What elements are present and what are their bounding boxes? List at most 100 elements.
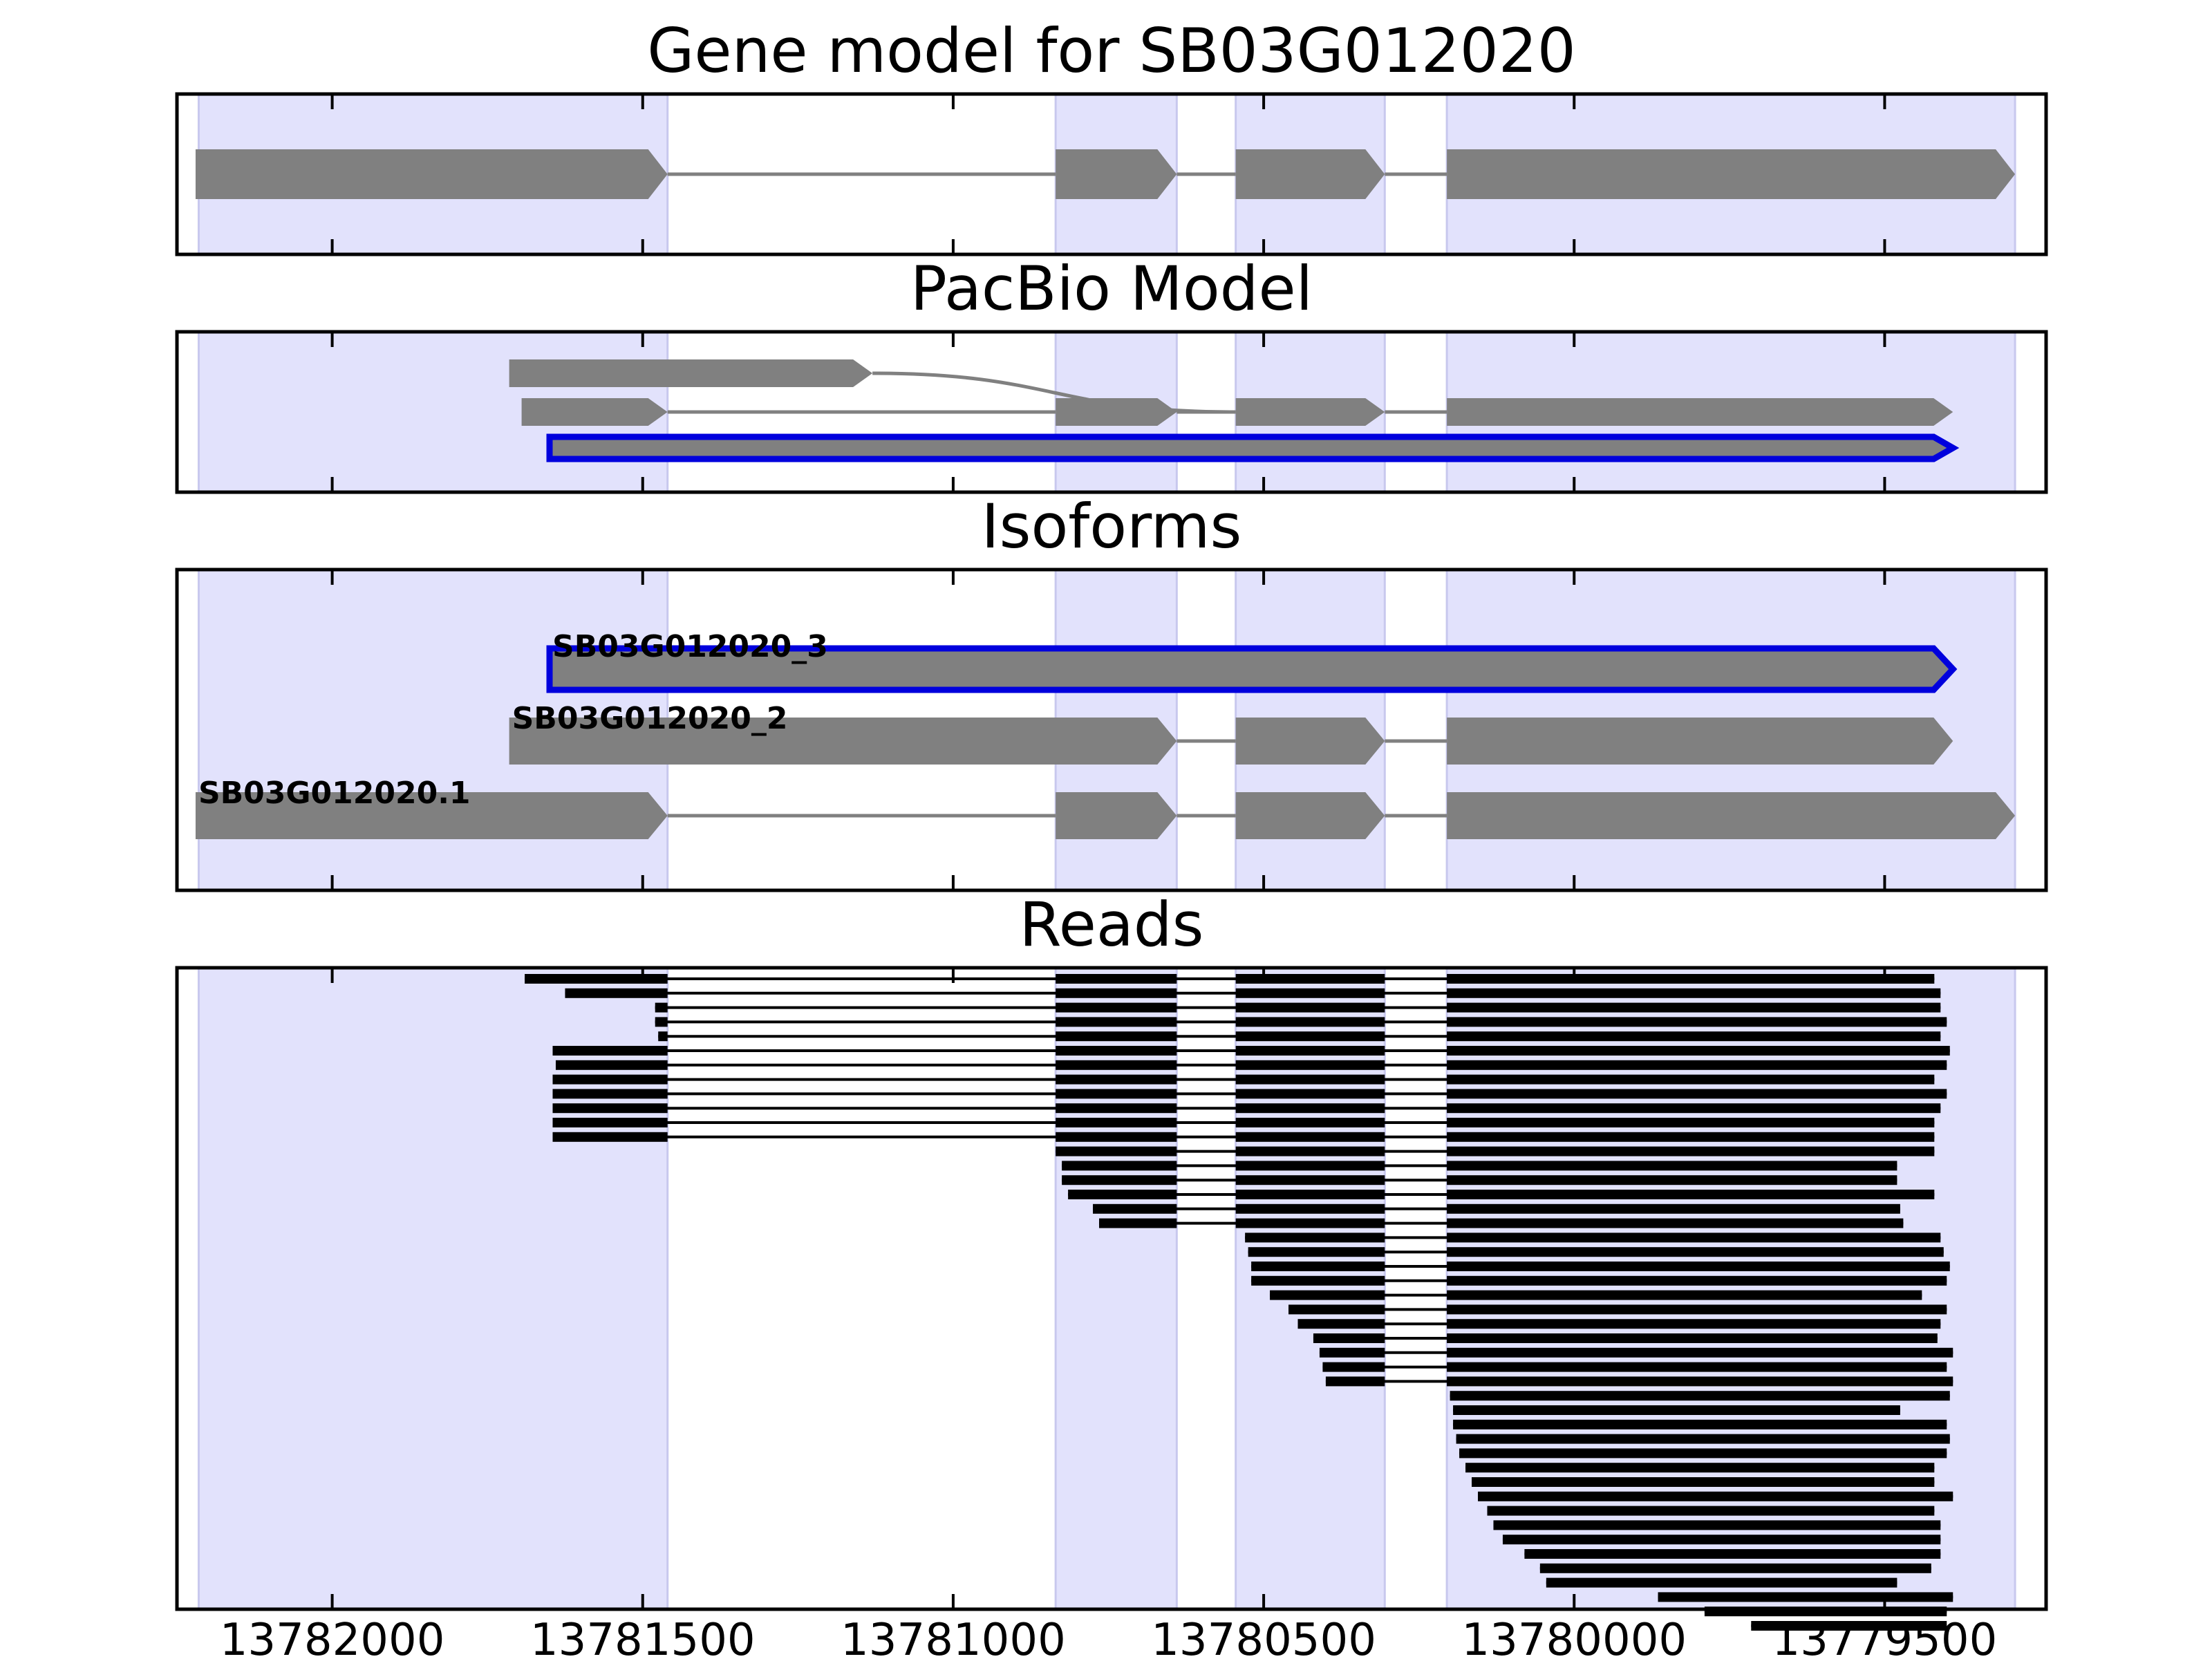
tick-layer: 13782000 13781500 13781000 13780500 13780000… — [220, 94, 1997, 1659]
read-block — [1056, 1046, 1177, 1056]
read-block — [1235, 1089, 1385, 1099]
read-block — [552, 1103, 668, 1114]
read-block — [1447, 1031, 1941, 1042]
read-block — [1539, 1563, 1931, 1573]
read-block — [1235, 1132, 1385, 1142]
read-block — [1235, 1146, 1385, 1156]
read-block — [1319, 1347, 1385, 1358]
read-block — [552, 1118, 668, 1127]
highlighted-exon — [546, 433, 1960, 462]
exon-block — [1235, 718, 1385, 765]
read-block — [1062, 1175, 1177, 1185]
read-block — [1235, 1074, 1385, 1085]
exon-block — [1235, 149, 1385, 199]
read-block — [1447, 1304, 1947, 1315]
read-block — [1297, 1319, 1385, 1329]
read-block — [1447, 1074, 1935, 1085]
read-block — [1447, 974, 1935, 984]
isoform-label: SB03G012020.1 — [198, 776, 471, 811]
read-block — [1447, 1103, 1941, 1114]
read-block — [1456, 1434, 1950, 1444]
panel-frame-layer — [175, 92, 2048, 1611]
read-block — [1245, 1232, 1385, 1243]
read-block — [1447, 1319, 1941, 1329]
read-block — [1056, 1031, 1177, 1042]
read-block — [1447, 1290, 1922, 1300]
read-block — [1325, 1376, 1385, 1387]
exon-block — [195, 792, 668, 839]
read-block — [1447, 1218, 1904, 1228]
exon-block — [1056, 792, 1177, 839]
read-block — [1270, 1290, 1385, 1300]
isoforms-title: Isoforms — [982, 491, 1242, 562]
read-block — [1056, 1132, 1177, 1142]
read-block — [1235, 988, 1385, 998]
read-block — [1235, 1017, 1385, 1027]
isoform-label-layer: SB03G012020_3 SB03G012020_2 SB03G012020.1 — [198, 629, 828, 811]
read-block — [1062, 1161, 1177, 1171]
read-block — [1056, 1002, 1177, 1013]
read-block — [1235, 1118, 1385, 1127]
exon-block — [521, 398, 668, 426]
read-block — [1453, 1419, 1947, 1430]
read-block — [1056, 1118, 1177, 1127]
read-block — [1447, 1376, 1953, 1387]
read-block — [555, 1060, 668, 1070]
read-block — [1447, 1362, 1947, 1372]
read-block — [1447, 1203, 1900, 1214]
read-block — [1447, 1232, 1941, 1243]
exon-block — [1056, 398, 1177, 426]
x-tick-label: 13781000 — [841, 1615, 1066, 1659]
read-block — [1248, 1247, 1385, 1257]
read-block — [1546, 1577, 1897, 1588]
read-block — [1288, 1304, 1385, 1315]
read-block — [1447, 1046, 1950, 1056]
read-block — [1235, 1161, 1385, 1171]
panel-frame — [175, 966, 2048, 1611]
read-block — [1322, 1362, 1385, 1372]
read-block — [1447, 1190, 1935, 1199]
read-block — [1447, 988, 1941, 998]
exon-block — [1447, 398, 1953, 426]
read-block — [1465, 1463, 1935, 1473]
read-block — [1447, 1175, 1897, 1185]
read-block — [1235, 1203, 1385, 1214]
exon-block — [509, 718, 1177, 765]
x-tick-label: 13780000 — [1461, 1615, 1687, 1659]
read-block — [1447, 1118, 1935, 1127]
exon-block — [1056, 149, 1177, 199]
highlighted-exon — [546, 645, 1958, 693]
read-block — [1093, 1203, 1177, 1214]
read-block — [1751, 1621, 1947, 1631]
read-block — [658, 1031, 668, 1042]
junction-curve — [872, 371, 1236, 414]
isoform-label: SB03G012020_3 — [552, 629, 828, 664]
read-block — [1056, 974, 1177, 984]
read-block — [1235, 1060, 1385, 1070]
read-block — [552, 1132, 668, 1142]
read-block — [1493, 1520, 1941, 1530]
pacbio-model-title: PacBio Model — [910, 253, 1313, 324]
read-block — [1459, 1448, 1947, 1459]
x-tick-label: 13782000 — [220, 1615, 445, 1659]
read-block — [1447, 1060, 1947, 1070]
x-tick-label: 13780500 — [1151, 1615, 1376, 1659]
read-block — [1056, 1103, 1177, 1114]
read-block — [1447, 1247, 1944, 1257]
read-block — [1056, 1060, 1177, 1070]
read-block — [565, 988, 668, 998]
exon-block — [1235, 398, 1385, 426]
read-block — [552, 1074, 668, 1085]
gene-model-title: Gene model for SB03G012020 — [647, 15, 1576, 86]
read-block — [1447, 1262, 1950, 1271]
exon-block — [1447, 149, 2016, 199]
read-block — [1235, 974, 1385, 984]
panel-frame — [175, 92, 2048, 256]
isoform-label: SB03G012020_2 — [512, 701, 788, 736]
exon-block — [195, 149, 668, 199]
read-block — [1524, 1549, 1941, 1559]
exon-block — [1447, 792, 2016, 839]
read-block — [1447, 1161, 1897, 1171]
read-block — [1251, 1262, 1385, 1271]
read-block — [1235, 1103, 1385, 1114]
